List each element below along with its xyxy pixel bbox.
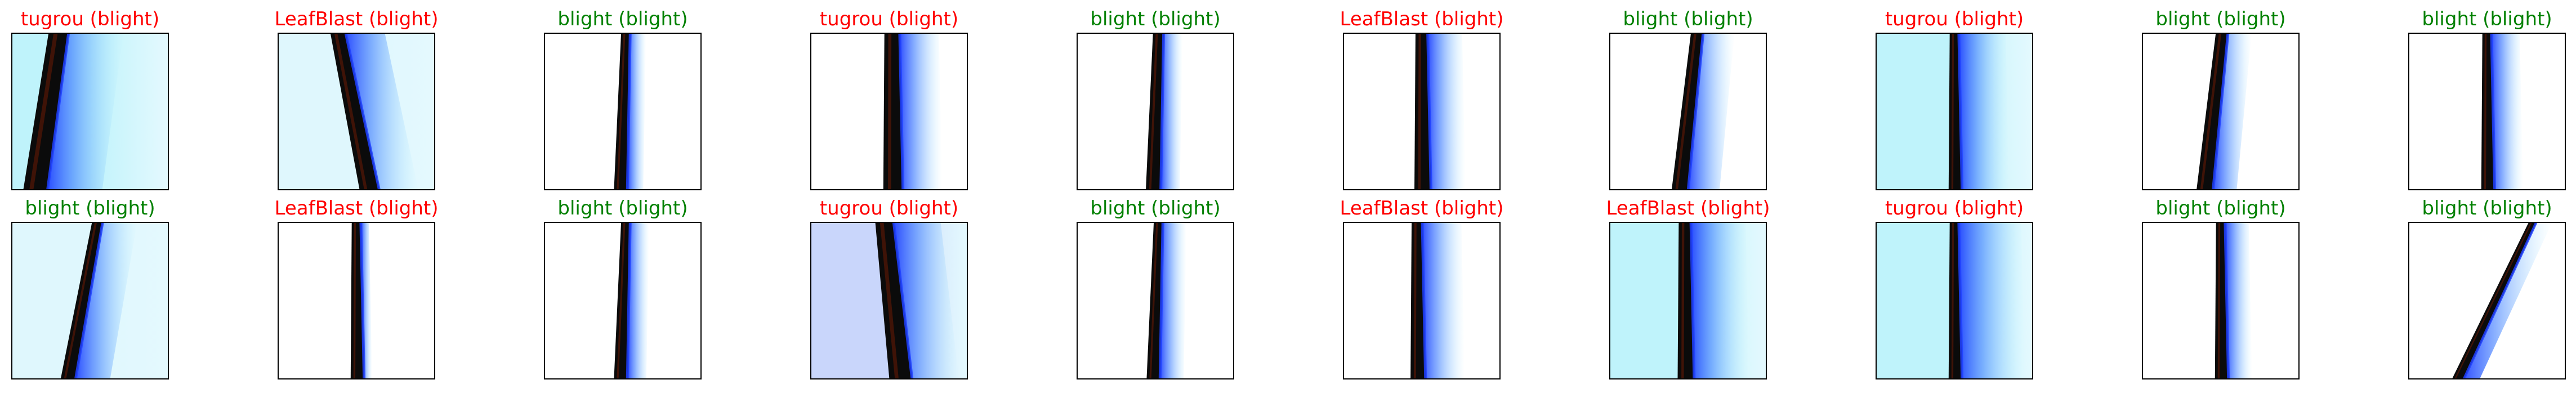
leaf-image — [1343, 222, 1501, 379]
leaf-image — [1609, 222, 1767, 379]
prediction-title: blight (blight) — [2155, 197, 2286, 220]
leaf-image — [2408, 222, 2566, 379]
leaf-image — [11, 33, 169, 190]
prediction-title: blight (blight) — [2422, 8, 2552, 30]
prediction-title: LeafBlast (blight) — [274, 197, 439, 220]
prediction-title: blight (blight) — [1623, 8, 1753, 30]
prediction-title: blight (blight) — [2155, 8, 2286, 30]
prediction-title: tugrou (blight) — [1885, 197, 2024, 220]
leaf-image — [1876, 33, 2033, 190]
prediction-title: LeafBlast (blight) — [274, 8, 439, 30]
leaf-image — [1343, 33, 1501, 190]
prediction-title: tugrou (blight) — [819, 197, 959, 220]
prediction-title: blight (blight) — [1090, 197, 1221, 220]
leaf-image — [544, 222, 702, 379]
leaf-image — [11, 222, 169, 379]
prediction-title: blight (blight) — [1090, 8, 1221, 30]
leaf-image — [2142, 33, 2300, 190]
leaf-image — [1876, 222, 2033, 379]
leaf-image — [2142, 222, 2300, 379]
leaf-image — [278, 33, 435, 190]
prediction-title: blight (blight) — [2422, 197, 2552, 220]
leaf-image — [1077, 222, 1234, 379]
leaf-image — [1609, 33, 1767, 190]
leaf-image — [2408, 33, 2566, 190]
prediction-title: tugrou (blight) — [20, 8, 160, 30]
prediction-title: blight (blight) — [25, 197, 155, 220]
prediction-title: blight (blight) — [557, 197, 688, 220]
leaf-image — [810, 33, 968, 190]
leaf-image — [544, 33, 702, 190]
prediction-title: blight (blight) — [557, 8, 688, 30]
leaf-image — [278, 222, 435, 379]
leaf-image — [1077, 33, 1234, 190]
prediction-title: tugrou (blight) — [1885, 8, 2024, 30]
prediction-title: LeafBlast (blight) — [1340, 8, 1504, 30]
leaf-image — [810, 222, 968, 379]
prediction-title: LeafBlast (blight) — [1606, 197, 1770, 220]
prediction-title: LeafBlast (blight) — [1340, 197, 1504, 220]
prediction-title: tugrou (blight) — [819, 8, 959, 30]
